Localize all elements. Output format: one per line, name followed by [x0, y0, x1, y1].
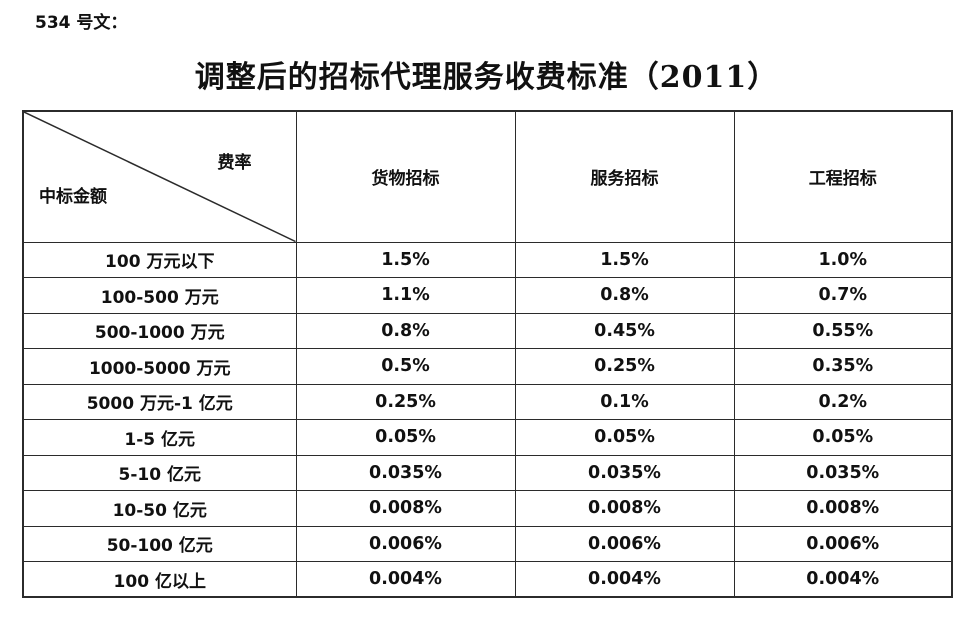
- row-label-cell: 5-10 亿元: [22, 454, 297, 491]
- fee-value-cell: 0.55%: [733, 312, 953, 349]
- diagonal-divider-line: [24, 112, 296, 242]
- fee-value-cell: 0.035%: [295, 454, 516, 491]
- row-label-cell: 100-500 万元: [22, 277, 297, 314]
- fee-value-cell: 0.5%: [295, 348, 516, 385]
- fee-standard-table: 费率 中标金额 货物招标 服务招标 工程招标 100 万元以下 1.5% 1.5…: [22, 110, 953, 598]
- fee-value-cell: 1.0%: [733, 241, 953, 278]
- row-label-cell: 500-1000 万元: [22, 312, 297, 349]
- fee-value-cell: 0.035%: [733, 454, 953, 491]
- row-label-cell: 100 万元以下: [22, 241, 297, 278]
- fee-value-cell: 0.05%: [514, 419, 735, 456]
- row-label-cell: 1000-5000 万元: [22, 348, 297, 385]
- fee-value-cell: 0.004%: [514, 561, 735, 598]
- table-row: 100 亿以上 0.004% 0.004% 0.004%: [22, 561, 953, 598]
- column-header-service-bidding: 服务招标: [514, 110, 735, 243]
- row-label-cell: 50-100 亿元: [22, 525, 297, 562]
- column-header-goods-bidding: 货物招标: [295, 110, 516, 243]
- fee-value-cell: 0.45%: [514, 312, 735, 349]
- fee-value-cell: 0.006%: [295, 525, 516, 562]
- fee-value-cell: 1.1%: [295, 277, 516, 314]
- fee-value-cell: 0.8%: [514, 277, 735, 314]
- table-row: 5-10 亿元 0.035% 0.035% 0.035%: [22, 454, 953, 491]
- table-row: 50-100 亿元 0.006% 0.006% 0.006%: [22, 525, 953, 562]
- fee-value-cell: 0.2%: [733, 383, 953, 420]
- row-label-cell: 1-5 亿元: [22, 419, 297, 456]
- diagonal-corner-cell: 费率 中标金额: [22, 110, 297, 243]
- fee-value-cell: 0.008%: [295, 490, 516, 527]
- table-header-row: 费率 中标金额 货物招标 服务招标 工程招标: [22, 110, 953, 243]
- table-row: 100 万元以下 1.5% 1.5% 1.0%: [22, 241, 953, 278]
- fee-value-cell: 0.25%: [295, 383, 516, 420]
- table-row: 5000 万元-1 亿元 0.25% 0.1% 0.2%: [22, 383, 953, 420]
- row-label-cell: 10-50 亿元: [22, 490, 297, 527]
- table-row: 1-5 亿元 0.05% 0.05% 0.05%: [22, 419, 953, 456]
- fee-value-cell: 0.25%: [514, 348, 735, 385]
- corner-label-bid-amount: 中标金额: [39, 187, 107, 207]
- fee-value-cell: 0.004%: [733, 561, 953, 598]
- fee-value-cell: 0.35%: [733, 348, 953, 385]
- row-label-cell: 100 亿以上: [22, 561, 297, 598]
- document-number-label: 534 号文：: [35, 13, 128, 33]
- fee-value-cell: 0.008%: [733, 490, 953, 527]
- row-label-cell: 5000 万元-1 亿元: [22, 383, 297, 420]
- fee-value-cell: 0.006%: [514, 525, 735, 562]
- table-row: 100-500 万元 1.1% 0.8% 0.7%: [22, 277, 953, 314]
- fee-value-cell: 0.035%: [514, 454, 735, 491]
- fee-value-cell: 0.006%: [733, 525, 953, 562]
- fee-value-cell: 0.05%: [295, 419, 516, 456]
- fee-value-cell: 0.1%: [514, 383, 735, 420]
- fee-value-cell: 1.5%: [514, 241, 735, 278]
- table-row: 10-50 亿元 0.008% 0.008% 0.008%: [22, 490, 953, 527]
- page-title: 调整后的招标代理服务收费标准（2011）: [194, 60, 779, 95]
- fee-value-cell: 0.008%: [514, 490, 735, 527]
- fee-value-cell: 0.8%: [295, 312, 516, 349]
- column-header-engineering-bidding: 工程招标: [733, 110, 953, 243]
- fee-value-cell: 1.5%: [295, 241, 516, 278]
- table-row: 500-1000 万元 0.8% 0.45% 0.55%: [22, 312, 953, 349]
- fee-value-cell: 0.7%: [733, 277, 953, 314]
- table-row: 1000-5000 万元 0.5% 0.25% 0.35%: [22, 348, 953, 385]
- corner-label-rate: 费率: [217, 153, 252, 173]
- fee-value-cell: 0.004%: [295, 561, 516, 598]
- fee-value-cell: 0.05%: [733, 419, 953, 456]
